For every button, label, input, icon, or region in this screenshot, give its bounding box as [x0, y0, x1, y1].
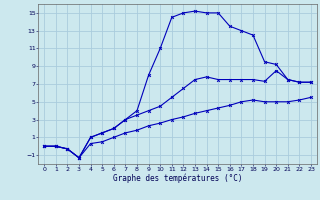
- X-axis label: Graphe des températures (°C): Graphe des températures (°C): [113, 174, 242, 183]
